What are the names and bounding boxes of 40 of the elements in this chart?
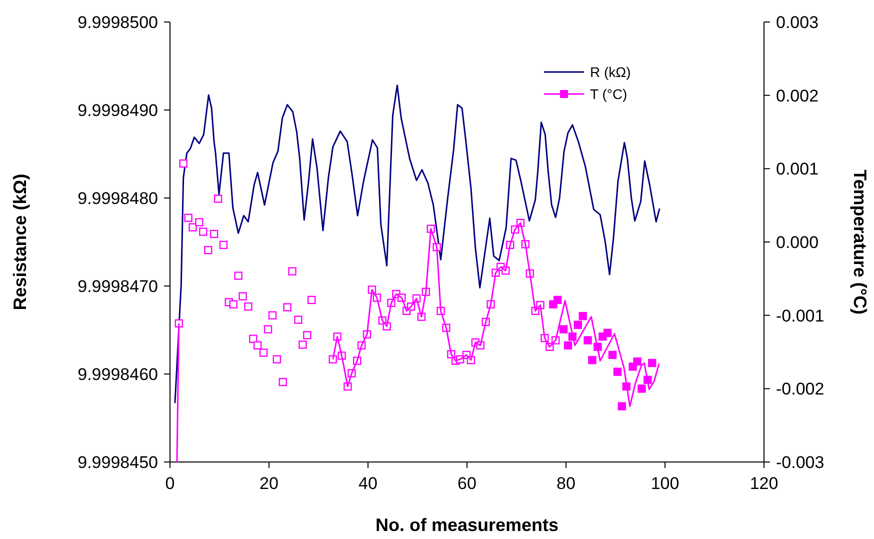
x-tick-label: 100	[650, 474, 680, 493]
y-tick-label: 9.9998460	[78, 365, 158, 384]
y-tick-label: 9.9998450	[78, 453, 158, 472]
point	[613, 368, 622, 376]
y2-tick-label: 0.000	[776, 233, 819, 252]
y2-axis-title: Temperature (°C)	[850, 170, 870, 314]
legend-label: R (kΩ)	[590, 64, 631, 80]
y-tick-label: 9.9998500	[78, 13, 158, 32]
y-axis-title: Resistance (kΩ)	[10, 174, 30, 310]
point	[564, 341, 572, 350]
line-series	[174, 84, 660, 404]
point	[633, 357, 642, 366]
point	[608, 350, 617, 360]
legend-label: T (°C)	[590, 86, 628, 102]
point	[638, 384, 646, 393]
y-tick-label: 9.9998490	[78, 101, 158, 120]
point	[584, 336, 592, 344]
x-axis-title: No. of measurements	[375, 515, 559, 535]
x-tick-label: 0	[165, 474, 175, 493]
y2-tick-label: 0.001	[776, 160, 819, 179]
point	[618, 402, 626, 410]
y2-tick-label: 0.002	[776, 86, 819, 106]
x-tick-label: 120	[750, 474, 778, 493]
x-tick-label: 40	[358, 474, 378, 493]
x-tick-label: 60	[458, 474, 476, 493]
point	[588, 356, 596, 364]
y2-tick-label: -0.003	[776, 453, 824, 472]
point	[559, 325, 568, 334]
point	[578, 312, 587, 320]
point	[648, 358, 656, 368]
y-tick-label: 9.9998470	[78, 277, 158, 296]
y-tick-label: 9.9998480	[78, 189, 158, 208]
y2-tick-label: -0.001	[776, 306, 824, 326]
x-tick-label: 20	[260, 474, 278, 493]
y2-tick-label: 0.003	[776, 13, 819, 32]
point	[603, 328, 612, 338]
point	[574, 320, 582, 329]
point	[553, 296, 562, 304]
y2-tick-label: -0.002	[776, 380, 824, 399]
x-tick-label: 80	[556, 474, 576, 493]
